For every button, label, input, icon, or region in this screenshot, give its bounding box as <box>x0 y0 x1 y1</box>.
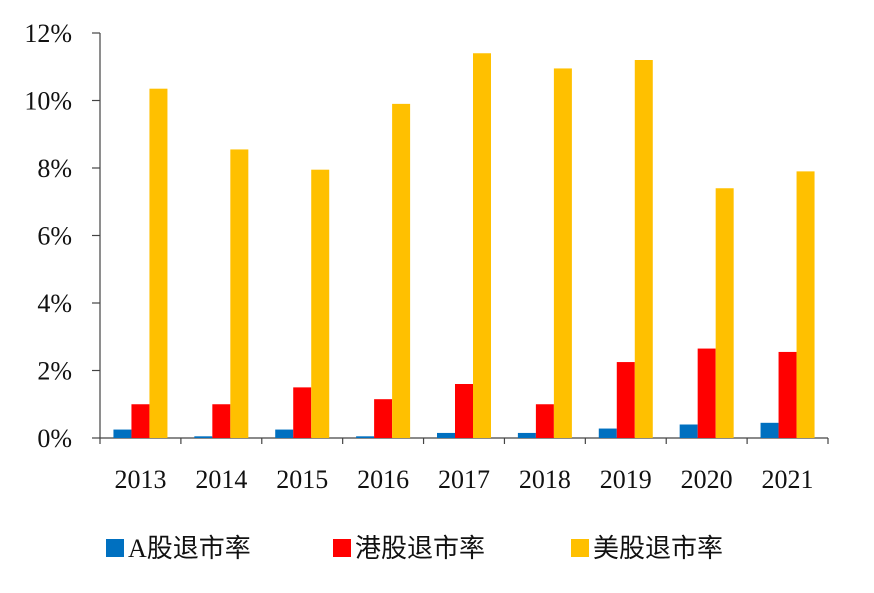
bar-us-share-2016 <box>392 103 411 438</box>
x-tick-label: 2019 <box>600 465 652 494</box>
bar-us-share-2021 <box>796 171 815 438</box>
bar-a-share-2021 <box>760 422 779 438</box>
bar-us-share-2020 <box>715 188 734 438</box>
bar-hk-share-2020 <box>697 348 716 438</box>
bars <box>113 53 815 438</box>
x-tick-label: 2020 <box>681 465 733 494</box>
x-tick-label: 2017 <box>438 465 490 494</box>
bar-hk-share-2017 <box>455 384 473 438</box>
x-axis: 2013 2014 2015 2016 2017 2018 2019 2020 2021 <box>99 437 829 494</box>
bar-a-share-2016 <box>356 436 375 438</box>
legend-label: A股退市率 <box>128 534 251 563</box>
bar-us-share-2019 <box>634 60 653 438</box>
bar-a-share-2015 <box>275 429 294 438</box>
bar-a-share-2017 <box>437 432 455 438</box>
bar-hk-share-2019 <box>616 362 635 438</box>
bar-hk-share-2021 <box>778 351 797 438</box>
bar-a-share-2018 <box>517 432 536 438</box>
y-tick-label: 12% <box>24 19 72 48</box>
bar-hk-share-2015 <box>293 387 312 438</box>
x-tick-label: 2021 <box>762 465 814 494</box>
bar-us-share-2013 <box>149 88 168 438</box>
legend-label: 港股退市率 <box>355 534 485 563</box>
x-tick-label: 2015 <box>276 465 328 494</box>
y-tick-label: 8% <box>37 154 72 183</box>
bar-a-share-2020 <box>679 424 698 438</box>
legend-swatch <box>571 539 589 557</box>
legend: A股退市率 港股退市率 美股退市率 <box>106 534 723 563</box>
y-tick-label: 6% <box>37 222 72 251</box>
y-tick-label: 10% <box>24 87 72 116</box>
bar-a-share-2019 <box>598 428 617 438</box>
bar-hk-share-2016 <box>374 399 393 438</box>
bar-a-share-2013 <box>113 429 132 438</box>
y-tick-label: 2% <box>37 357 72 386</box>
legend-label: 美股退市率 <box>593 534 723 563</box>
x-tick-label: 2014 <box>195 465 247 494</box>
bar-a-share-2014 <box>194 436 213 438</box>
y-axis: 0% 2% 4% 6% 8% 10% 12% <box>24 19 101 453</box>
x-tick-label: 2013 <box>114 465 166 494</box>
bar-us-share-2014 <box>230 149 249 438</box>
x-tick-label: 2016 <box>357 465 409 494</box>
legend-swatch <box>333 539 351 557</box>
bar-hk-share-2018 <box>535 404 554 438</box>
bar-us-share-2015 <box>311 169 330 438</box>
legend-swatch <box>106 539 124 557</box>
y-tick-label: 0% <box>37 424 72 453</box>
bar-hk-share-2014 <box>212 404 231 438</box>
bar-us-share-2017 <box>473 53 491 438</box>
x-tick-label: 2018 <box>519 465 571 494</box>
bar-hk-share-2013 <box>131 404 150 438</box>
y-tick-label: 4% <box>37 289 72 318</box>
bar-us-share-2018 <box>553 68 572 438</box>
